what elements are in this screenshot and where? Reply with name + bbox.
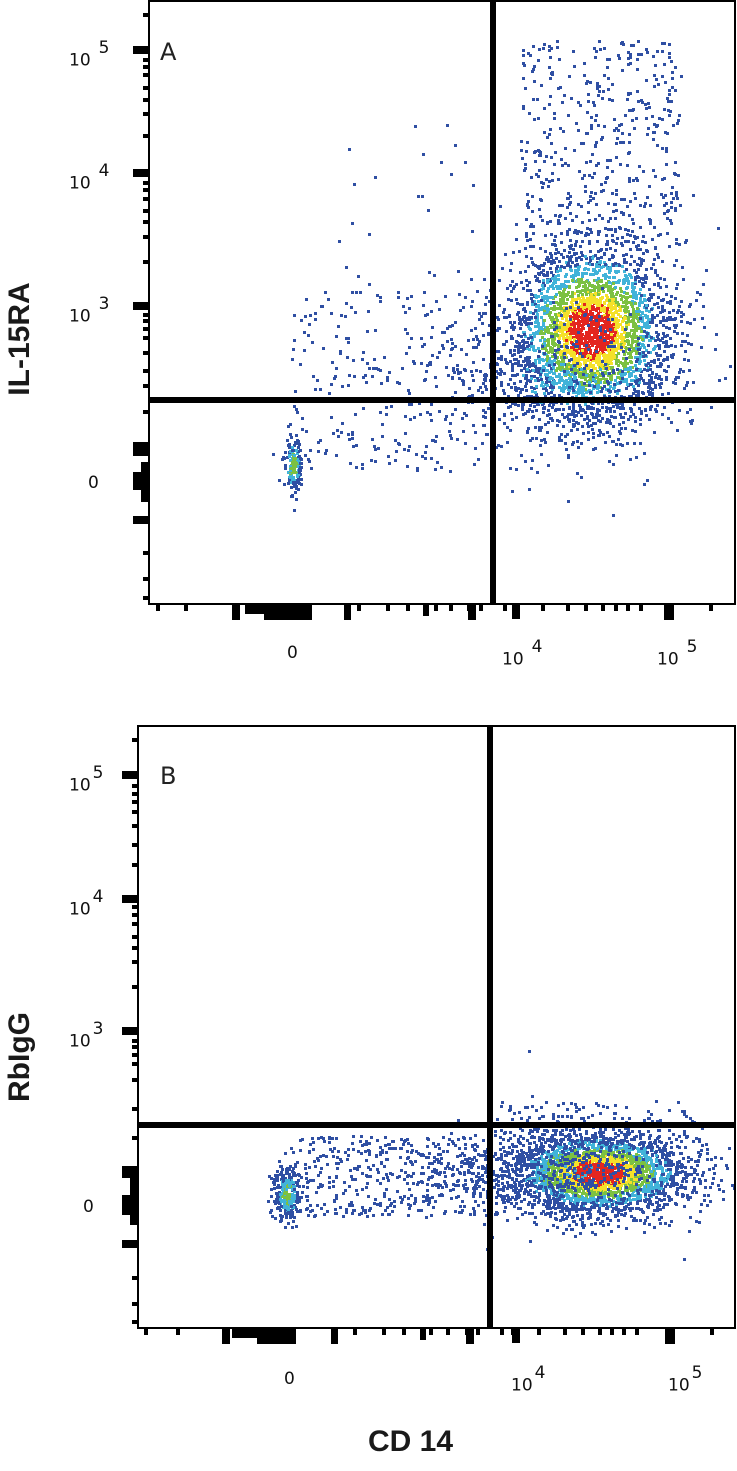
panel-b-y-tick-1e4: 104 bbox=[69, 887, 104, 920]
panel-b-y-tick-0: 0 bbox=[83, 1197, 94, 1217]
panel-b-y-tick-1e3: 103 bbox=[69, 1019, 104, 1052]
panel-a-y-tick-0: 0 bbox=[88, 473, 99, 493]
horizontal-gate-line bbox=[138, 1122, 735, 1128]
panel-b-y-tick-1e5: 105 bbox=[69, 763, 104, 796]
panel-a-x-tick-1e5: 105 bbox=[657, 637, 698, 670]
horizontal-gate-line bbox=[149, 397, 735, 403]
panel-a-y-tick-1e4: 104 bbox=[69, 161, 110, 194]
panel-a-y-tick-1e3: 103 bbox=[69, 294, 110, 327]
panel-a-letter: A bbox=[160, 38, 177, 66]
x-axis-label: CD 14 bbox=[368, 1425, 454, 1458]
panel-a-y-tick-1e5: 105 bbox=[69, 38, 110, 71]
panel-b-x-tick-1e4: 104 bbox=[511, 1363, 546, 1396]
panel-b-x-tick-0: 0 bbox=[284, 1369, 295, 1389]
panel-b-x-tick-1e5: 105 bbox=[668, 1363, 703, 1396]
axes bbox=[122, 725, 736, 1344]
panel-a-x-tick-0: 0 bbox=[287, 643, 298, 663]
panel-b-letter: B bbox=[160, 762, 177, 790]
panel-a-plot bbox=[133, 0, 736, 620]
axes bbox=[133, 0, 736, 620]
vertical-gate-line bbox=[490, 1, 496, 604]
panel-a-x-tick-1e4: 104 bbox=[502, 637, 543, 670]
vertical-gate-line bbox=[487, 726, 493, 1328]
panel-b-y-axis-label: RbIgG bbox=[3, 1012, 36, 1102]
